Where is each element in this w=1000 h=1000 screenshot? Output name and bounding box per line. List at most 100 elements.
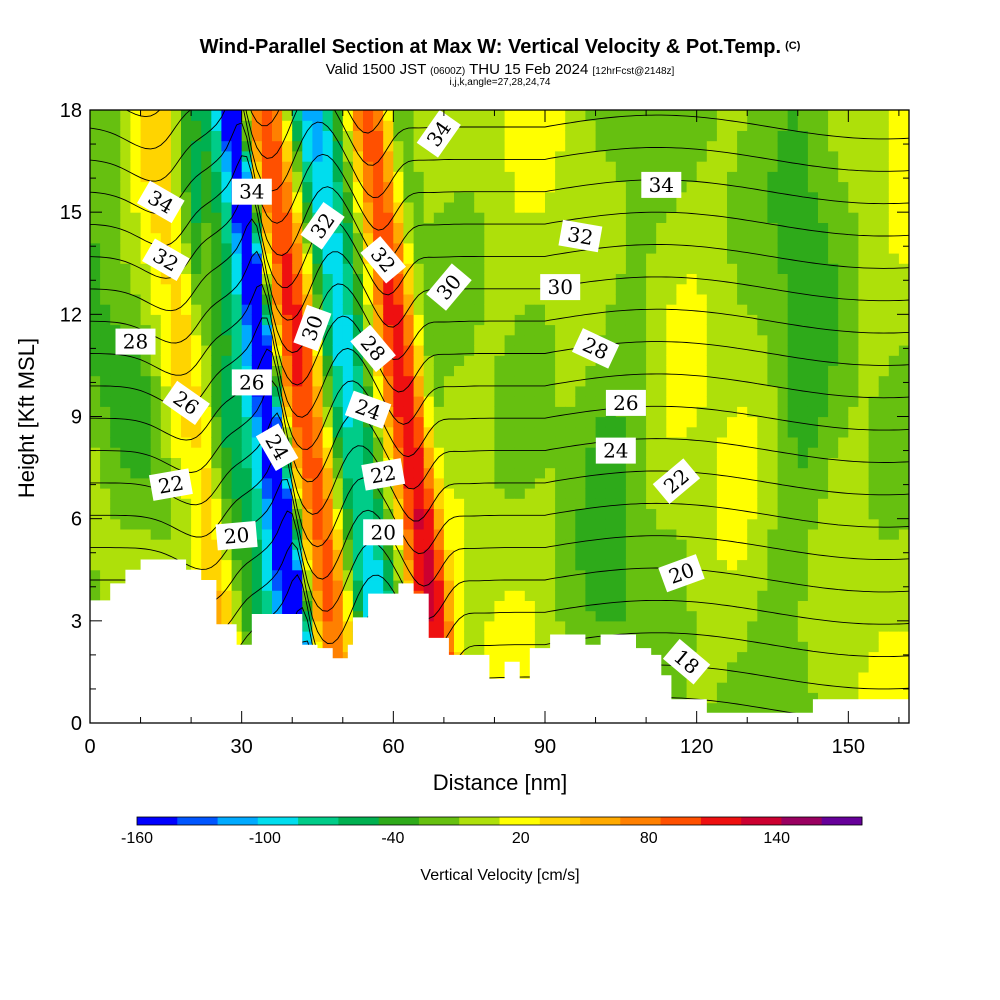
velocity-cell — [767, 518, 779, 530]
velocity-cell — [373, 120, 384, 131]
velocity-cell — [585, 518, 597, 530]
velocity-cell — [625, 242, 637, 254]
velocity-cell — [292, 498, 303, 509]
velocity-cell — [403, 212, 415, 223]
velocity-cell — [170, 334, 182, 346]
velocity-cell — [686, 692, 698, 704]
velocity-cell — [878, 365, 890, 377]
velocity-cell — [363, 457, 374, 469]
velocity-cell — [251, 488, 263, 499]
velocity-cell — [868, 212, 880, 223]
velocity-cell — [686, 232, 698, 244]
velocity-cell — [797, 457, 809, 469]
velocity-cell — [241, 600, 253, 612]
velocity-cell — [595, 253, 607, 264]
velocity-cell — [797, 488, 809, 499]
velocity-cell — [828, 467, 839, 479]
velocity-cell — [474, 396, 485, 407]
isentrope-line — [90, 155, 909, 264]
velocity-cell — [888, 610, 900, 622]
velocity-cell — [251, 314, 263, 326]
velocity-cell — [646, 631, 657, 642]
velocity-cell — [524, 273, 536, 285]
velocity-cell — [787, 345, 799, 356]
velocity-cell — [605, 539, 617, 550]
isentrope-label: 34 — [641, 171, 682, 198]
velocity-cell — [120, 528, 131, 540]
velocity-cell — [241, 488, 253, 499]
velocity-cell — [201, 385, 212, 397]
velocity-cell — [504, 447, 516, 458]
velocity-cell — [100, 181, 111, 193]
velocity-cell — [625, 549, 637, 561]
velocity-cell — [181, 171, 192, 183]
velocity-cell — [595, 365, 607, 377]
velocity-cell — [352, 130, 364, 142]
terrain-mask — [90, 559, 909, 723]
isentrope-label: 26 — [605, 389, 646, 416]
velocity-cell — [474, 181, 485, 193]
velocity-cell — [767, 702, 779, 714]
velocity-cell — [828, 253, 839, 264]
velocity-cell — [646, 600, 657, 612]
velocity-cell — [140, 130, 152, 142]
velocity-cell — [878, 477, 890, 489]
velocity-cell — [777, 590, 789, 601]
velocity-cell — [524, 324, 536, 336]
velocity-cell — [534, 130, 546, 142]
velocity-cell — [555, 365, 566, 377]
velocity-cell — [585, 631, 597, 642]
velocity-cell — [251, 569, 263, 581]
velocity-cell — [898, 375, 909, 387]
velocity-cell — [605, 110, 617, 121]
velocity-cell — [818, 150, 829, 162]
velocity-cell — [737, 477, 748, 489]
velocity-cell — [494, 242, 506, 254]
velocity-cell — [767, 293, 779, 305]
velocity-cell — [878, 120, 890, 131]
velocity-cell — [302, 140, 313, 152]
velocity-cell — [454, 447, 465, 458]
velocity-cell — [545, 375, 556, 387]
velocity-cell — [565, 406, 576, 418]
velocity-cell — [716, 590, 728, 601]
velocity-cell — [625, 304, 637, 315]
velocity-cell — [818, 590, 829, 601]
velocity-cell — [332, 457, 344, 469]
velocity-cell — [514, 416, 526, 428]
velocity-cell — [828, 682, 839, 693]
velocity-cell — [575, 130, 586, 142]
velocity-cell — [302, 283, 313, 295]
velocity-cell — [474, 590, 485, 601]
velocity-cell — [160, 528, 172, 540]
velocity-cell — [524, 620, 536, 632]
velocity-cell — [767, 385, 779, 397]
velocity-cell — [312, 181, 324, 193]
velocity-cell — [474, 488, 485, 499]
velocity-cell — [595, 590, 607, 601]
velocity-cell — [231, 498, 243, 509]
velocity-cell — [545, 232, 556, 244]
velocity-cell — [787, 171, 799, 183]
velocity-cell — [261, 334, 273, 346]
velocity-cell — [494, 355, 506, 366]
velocity-cell — [312, 518, 324, 530]
velocity-cell — [292, 201, 303, 213]
velocity-cell — [181, 191, 192, 203]
velocity-cell — [605, 416, 617, 428]
velocity-cell — [747, 232, 758, 244]
velocity-cell — [433, 161, 445, 172]
velocity-cell — [595, 232, 607, 244]
velocity-cell — [211, 467, 222, 479]
velocity-cell — [545, 580, 556, 591]
velocity-cell — [433, 610, 445, 622]
velocity-cell — [747, 702, 758, 714]
velocity-cell — [716, 631, 728, 642]
velocity-cell — [868, 590, 880, 601]
velocity-cell — [363, 130, 374, 142]
velocity-cell — [636, 416, 647, 428]
velocity-cell — [625, 171, 637, 183]
velocity-cell — [241, 396, 253, 407]
velocity-cell — [545, 355, 556, 366]
velocity-cell — [858, 631, 870, 642]
